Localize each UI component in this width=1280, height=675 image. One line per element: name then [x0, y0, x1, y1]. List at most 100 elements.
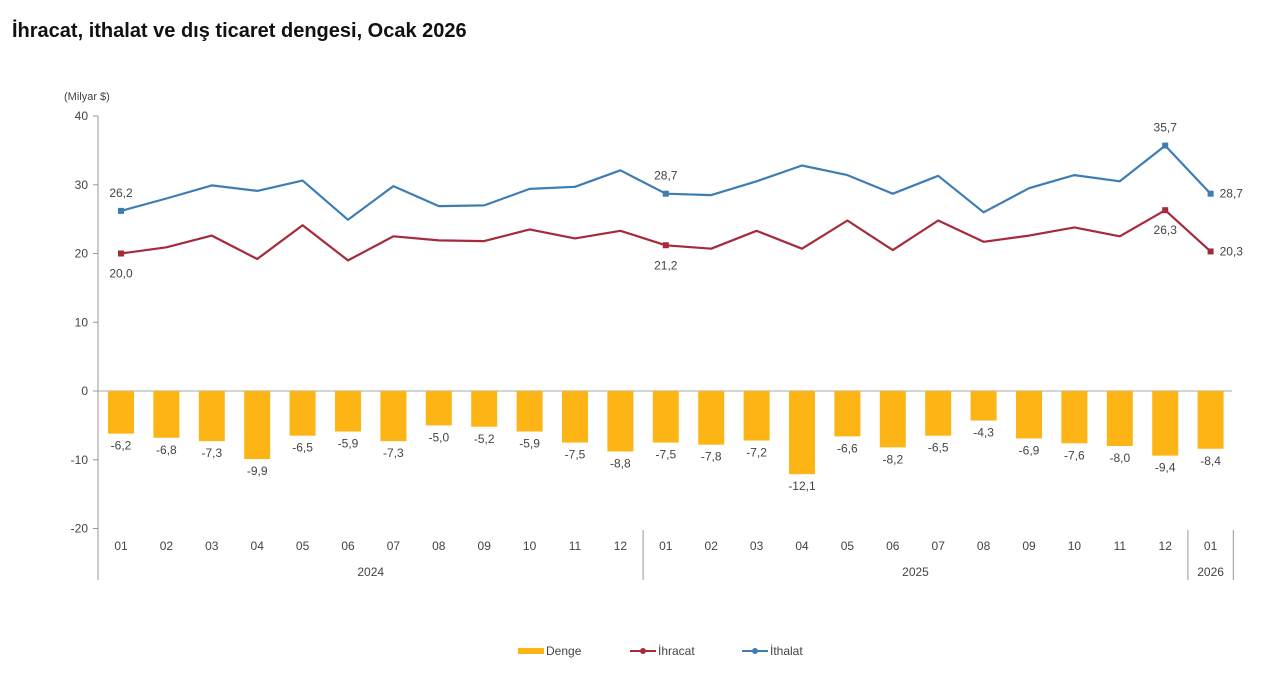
year-group-label: 2024 — [357, 565, 384, 579]
legend-swatch-denge — [518, 648, 544, 654]
x-tick-label: 05 — [296, 539, 310, 553]
x-tick-label: 10 — [523, 539, 537, 553]
denge-bar-label: -7,8 — [701, 450, 722, 464]
ihracat-point-label: 20,3 — [1220, 244, 1244, 258]
denge-bar-label: -6,9 — [1019, 443, 1040, 457]
y-tick-label: 0 — [81, 384, 88, 398]
denge-bar-label: -6,5 — [292, 441, 313, 455]
denge-bar — [652, 391, 679, 443]
denge-bar-label: -7,5 — [565, 448, 586, 462]
denge-bar-label: -6,8 — [156, 443, 177, 457]
denge-bar-label: -8,2 — [882, 452, 903, 466]
denge-bar — [1152, 391, 1179, 456]
chart-title: İhracat, ithalat ve dış ticaret dengesi,… — [12, 20, 467, 42]
ihracat-marker — [1207, 248, 1214, 255]
denge-bar-label: -9,4 — [1155, 461, 1176, 475]
ihracat-point-label: 21,2 — [654, 258, 678, 272]
y-tick-label: 40 — [75, 109, 89, 123]
ihracat-marker — [118, 250, 124, 257]
legend-marker — [752, 648, 758, 654]
denge-bar — [970, 391, 997, 421]
ithalat-point-label: 35,7 — [1154, 121, 1178, 135]
denge-bar — [1197, 391, 1224, 449]
lines — [118, 142, 1214, 262]
denge-bar-label: -7,3 — [201, 446, 222, 460]
y-tick-label: 20 — [75, 247, 89, 261]
data-labels: -6,2 -6,8 -7,3 -9,9 -6,5 -5,9 -7,3 -5,0 -5,2 -5,9… — [109, 121, 1243, 494]
denge-bars — [108, 391, 1224, 475]
x-tick-label: 05 — [841, 539, 855, 553]
y-tick-label: -20 — [71, 522, 89, 536]
x-tick-label: 07 — [932, 539, 946, 553]
x-tick-label: 01 — [114, 539, 128, 553]
x-tick-label: 10 — [1068, 539, 1082, 553]
denge-bar — [698, 391, 725, 445]
legend: Denge İhracat İthalat — [518, 644, 803, 658]
denge-bar — [471, 391, 498, 427]
x-axis: 01 02 03 04 05 06 07 08 09 10 11 12 01 02 03 04 05 06 07 08… — [114, 530, 1234, 580]
x-tick-label: 09 — [478, 539, 492, 553]
denge-bar-label: -5,9 — [519, 437, 540, 451]
denge-bar-label: -7,2 — [746, 446, 767, 460]
year-group-label: 2025 — [902, 565, 929, 579]
denge-bar — [607, 391, 634, 452]
legend-label: İhracat — [658, 644, 695, 658]
legend-label: Denge — [546, 644, 582, 658]
x-tick-label: 01 — [659, 539, 673, 553]
x-tick-label: 09 — [1022, 539, 1036, 553]
denge-bar-label: -6,6 — [837, 441, 858, 455]
denge-bar-label: -7,6 — [1064, 448, 1085, 462]
denge-bar-label: -4,3 — [973, 426, 994, 440]
denge-bar-label: -8,4 — [1200, 454, 1221, 468]
x-tick-label: 04 — [795, 539, 809, 553]
ihracat-marker — [662, 242, 669, 249]
ihracat-marker — [1162, 207, 1169, 214]
x-tick-label: 08 — [977, 539, 991, 553]
denge-bar-label: -5,9 — [338, 437, 359, 451]
y-axis-unit-label: (Milyar $) — [64, 91, 110, 103]
x-tick-label: 11 — [1114, 539, 1127, 553]
x-tick-label: 03 — [750, 539, 764, 553]
denge-bar-label: -8,8 — [610, 457, 631, 471]
x-tick-label: 11 — [569, 539, 582, 553]
x-tick-label: 06 — [886, 539, 900, 553]
ithalat-line — [120, 144, 1212, 221]
denge-bar — [335, 391, 361, 432]
y-tick-label: -10 — [71, 453, 89, 467]
denge-bar — [244, 391, 271, 460]
denge-bar — [1016, 391, 1042, 439]
denge-bar-label: -6,5 — [928, 441, 949, 455]
denge-bar-label: -5,0 — [428, 430, 449, 444]
denge-bar-label: -9,9 — [247, 464, 268, 478]
ithalat-point-label: 28,7 — [1220, 187, 1244, 201]
denge-bar — [789, 391, 815, 475]
x-tick-label: 03 — [205, 539, 219, 553]
denge-bar — [925, 391, 952, 436]
denge-bar — [425, 391, 452, 426]
ihracat-line — [120, 209, 1212, 262]
denge-bar — [1106, 391, 1133, 446]
denge-bar — [289, 391, 316, 436]
denge-bar — [153, 391, 180, 438]
ithalat-marker — [1162, 142, 1169, 149]
ithalat-marker — [118, 207, 124, 214]
denge-bar-label: -12,1 — [788, 479, 816, 493]
x-tick-label: 07 — [387, 539, 401, 553]
ithalat-point-label: 28,7 — [654, 169, 678, 183]
denge-bar-label: -8,0 — [1109, 451, 1130, 465]
ithalat-marker — [662, 190, 669, 197]
denge-bar — [108, 391, 134, 434]
x-tick-label: 02 — [705, 539, 719, 553]
denge-bar — [834, 391, 861, 437]
denge-bar-label: -7,5 — [655, 448, 676, 462]
ithalat-marker — [1207, 190, 1214, 197]
x-tick-label: 12 — [614, 539, 628, 553]
y-tick-label: 10 — [75, 315, 89, 329]
denge-bar — [1061, 391, 1088, 444]
x-tick-label: 04 — [251, 539, 265, 553]
year-group-label: 2026 — [1197, 565, 1224, 579]
y-tick-label: 30 — [75, 178, 89, 192]
denge-bar — [198, 391, 225, 442]
denge-bar — [380, 391, 407, 442]
